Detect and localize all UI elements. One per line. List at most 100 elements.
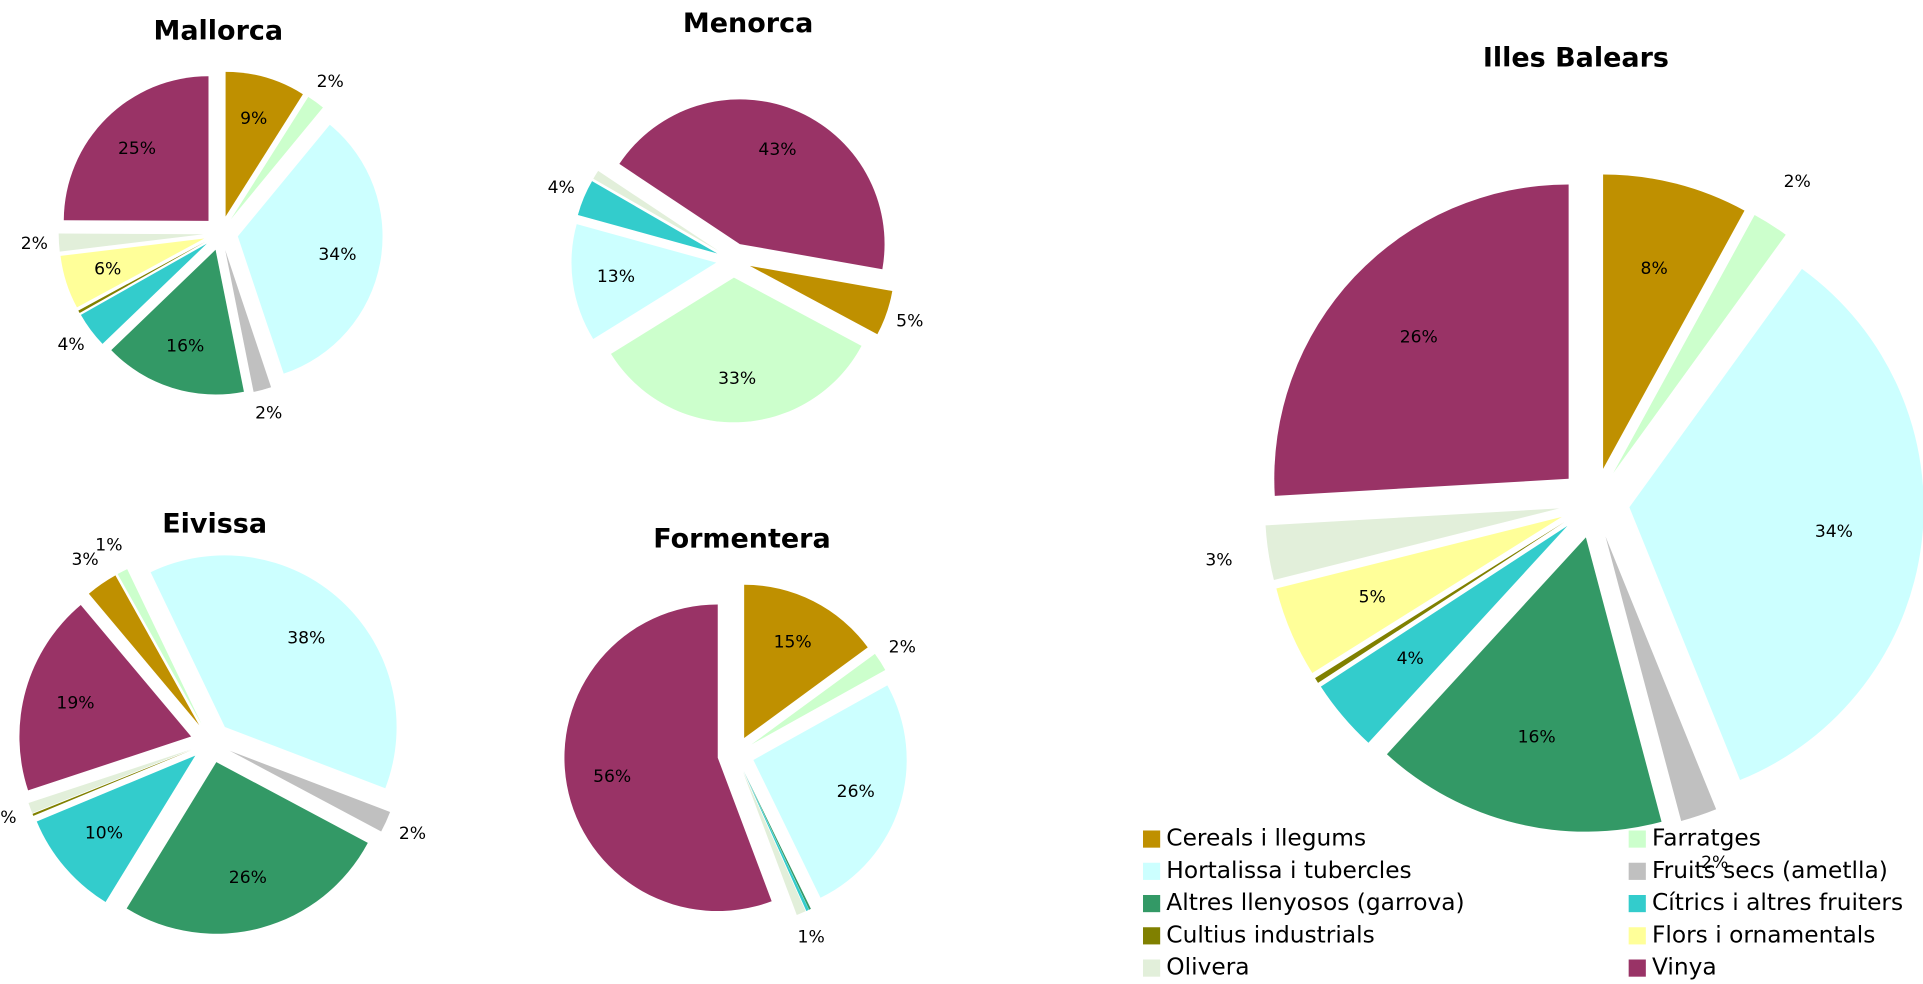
data-label: 5%	[1359, 588, 1386, 608]
pie-slice	[1274, 184, 1569, 496]
pie-slice	[753, 685, 907, 898]
data-label: 56%	[593, 767, 631, 787]
data-label: 8%	[1641, 259, 1668, 279]
data-label: 16%	[166, 336, 204, 356]
data-label: 5%	[896, 311, 923, 331]
legend-swatch	[1143, 862, 1161, 880]
pie-slice	[564, 604, 772, 912]
pie-slice	[743, 771, 809, 912]
pie-slice	[60, 238, 205, 308]
pie-slice	[1613, 215, 1786, 474]
data-label: 3%	[1205, 550, 1232, 570]
pie-slice	[117, 569, 202, 724]
pie-slice	[1603, 174, 1745, 469]
pie-slice	[229, 750, 391, 832]
data-label: 34%	[1815, 522, 1853, 542]
legend-swatch	[1628, 894, 1646, 913]
legend-label: Cereals i llegums	[1166, 825, 1366, 852]
pie-slice	[571, 224, 717, 339]
chart-title: Menorca	[683, 8, 813, 39]
data-label: 3%	[72, 550, 99, 570]
pie-slice	[743, 771, 811, 910]
legend-swatch	[1143, 959, 1161, 977]
pie-slice	[619, 99, 885, 270]
data-label: 26%	[837, 782, 875, 802]
legend-label: Hortalissa i tubercles	[1166, 857, 1411, 884]
legend-label: Flors i ornamentals	[1652, 921, 1875, 948]
legend-label: Fruits secs (ametlla)	[1652, 857, 1888, 884]
pie-slice	[1315, 522, 1565, 683]
pie-slice	[1605, 536, 1717, 821]
data-label: 13%	[597, 267, 635, 287]
data-label: 25%	[118, 139, 156, 159]
legend-swatch	[1143, 894, 1161, 913]
legend-label: Olivera	[1166, 954, 1249, 981]
data-label: 2%	[21, 234, 48, 254]
pie-slice	[126, 762, 368, 934]
legend-label: Vinya	[1652, 954, 1717, 981]
data-label: 2%	[889, 638, 916, 658]
data-label: 4%	[548, 178, 575, 198]
pie-slice	[230, 96, 323, 220]
pie-slice	[19, 605, 192, 791]
pie-slice	[28, 749, 192, 814]
pie-slice	[744, 584, 868, 739]
pie-slice	[111, 249, 244, 395]
legend-swatch	[1628, 959, 1646, 977]
pie-slice	[78, 241, 206, 313]
chart-title: Mallorca	[154, 16, 284, 47]
pie-slice	[751, 653, 886, 745]
data-label: 43%	[758, 140, 796, 160]
data-label: 2%	[1701, 853, 1728, 873]
data-label: 19%	[56, 694, 94, 714]
legend-swatch	[1143, 927, 1161, 945]
data-label: 4%	[57, 335, 84, 355]
pie-slice	[150, 555, 397, 789]
pie-slice	[80, 243, 207, 344]
legend-swatch	[1628, 830, 1646, 848]
data-label: 6%	[94, 259, 121, 279]
data-label: 33%	[718, 369, 756, 389]
legend-swatch	[1628, 862, 1646, 880]
pie-slice	[58, 233, 204, 252]
legend-label: Cultius industrials	[1166, 921, 1374, 948]
data-label: 4%	[1397, 649, 1424, 669]
pie-slice	[577, 181, 718, 254]
chart-title: Illes Balears	[1483, 43, 1669, 74]
data-label: 34%	[318, 245, 356, 265]
pie-slice	[749, 265, 893, 335]
legend-label: Altres llenyosos (garrova)	[1166, 889, 1464, 916]
data-label: 1%	[0, 808, 16, 828]
data-label: 2%	[317, 72, 344, 92]
pie-slice	[36, 755, 196, 902]
pie-slice	[1276, 516, 1562, 673]
data-label: 2%	[399, 824, 426, 844]
data-label: 2%	[1784, 172, 1811, 192]
pie-slice	[63, 76, 209, 221]
pie-slice	[32, 749, 192, 816]
pie-slice	[88, 575, 200, 726]
data-label: 9%	[240, 109, 267, 129]
chart-title: Eivissa	[162, 509, 267, 540]
pie-slice	[1265, 508, 1560, 581]
chart-title: Formentera	[653, 523, 830, 554]
pie-slice	[1629, 268, 1923, 781]
legend-label: Farratges	[1652, 825, 1761, 852]
data-label: 15%	[774, 632, 812, 652]
pie-slice	[225, 71, 303, 217]
pie-slice	[742, 771, 806, 915]
legend-swatch	[1143, 830, 1161, 848]
legend-label: Cítrics i altres fruiters	[1652, 889, 1903, 916]
pie-slice	[610, 277, 862, 423]
data-label: 1%	[798, 927, 825, 947]
data-label: 16%	[1518, 727, 1556, 747]
data-label: 38%	[287, 629, 325, 649]
pie-slice	[225, 250, 272, 392]
pie-slice	[1386, 537, 1662, 832]
data-label: 26%	[229, 868, 267, 888]
pie-slice	[593, 170, 719, 252]
pie-slice	[237, 124, 383, 374]
pie-slice	[1320, 525, 1568, 743]
data-label: 26%	[1400, 327, 1438, 347]
